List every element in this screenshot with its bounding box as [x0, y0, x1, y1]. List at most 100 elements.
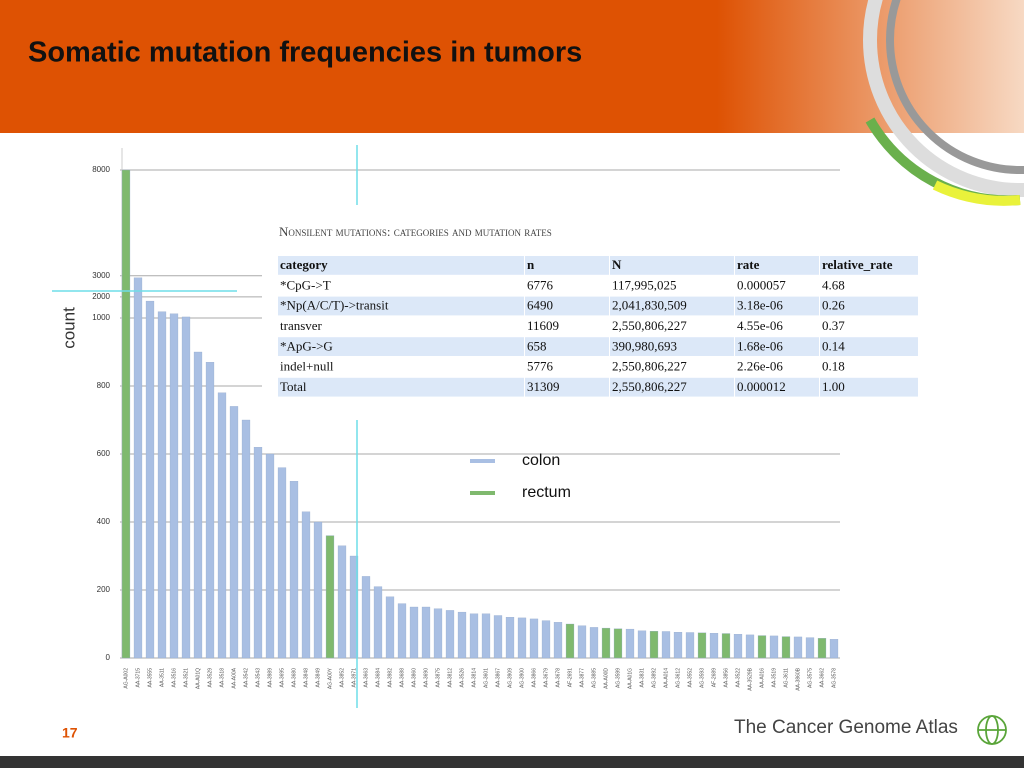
- bar: [457, 611, 467, 659]
- table-cell: [278, 256, 524, 275]
- table-header: category: [280, 257, 328, 272]
- bar: [181, 316, 191, 659]
- x-tick-label: AA-3529: [207, 668, 213, 688]
- x-tick-label: AA-3814: [471, 668, 477, 688]
- bar: [265, 453, 275, 659]
- y-tick-label: 800: [97, 381, 111, 390]
- table-cell-text: 0.000057: [737, 277, 786, 292]
- x-tick-label: AA-3678: [555, 668, 561, 688]
- bar: [637, 630, 647, 659]
- x-tick-label: AF-2689: [711, 668, 717, 687]
- x-tick-label: AF-2691: [567, 668, 573, 687]
- x-tick-label: AA-3695: [279, 668, 285, 688]
- table-cell-text: 0.37: [822, 318, 845, 333]
- x-tick-label: AA-3511: [159, 668, 165, 687]
- circos-graphic: [863, 0, 1024, 206]
- table: Nonsilent mutations: categories and muta…: [262, 212, 927, 402]
- bar: [793, 636, 803, 659]
- bar: [805, 637, 815, 659]
- table-cell-text: 0.000012: [737, 379, 786, 394]
- bar: [757, 635, 767, 659]
- x-tick-label: AA-3662: [819, 668, 825, 688]
- bar: [145, 300, 155, 659]
- x-tick-label: AA-A016: [759, 668, 765, 688]
- x-tick-label: AG-3612: [675, 668, 681, 688]
- bar: [577, 625, 587, 659]
- table-cell: [735, 337, 819, 356]
- table-cell: [610, 256, 734, 275]
- bar: [697, 632, 707, 659]
- table-cell: [610, 377, 734, 397]
- table-cell: [820, 296, 918, 316]
- x-tick-label: AA-3552: [687, 668, 693, 688]
- bar: [469, 613, 479, 659]
- table-cell-text: indel+null: [280, 359, 334, 374]
- bar: [193, 351, 203, 659]
- table-cell: [278, 296, 524, 316]
- x-tick-label: AA-3688: [399, 668, 405, 688]
- bar: [121, 169, 131, 659]
- y-tick-label: 1000: [92, 313, 110, 322]
- bar: [445, 610, 455, 659]
- page-number: 17: [62, 725, 78, 741]
- bar: [157, 311, 167, 659]
- x-tick-label: AA-3875: [435, 668, 441, 688]
- table-cell-text: 658: [527, 338, 547, 353]
- bar: [253, 447, 263, 659]
- x-tick-label: AG-3593: [699, 668, 705, 688]
- x-tick-label: AA-3542: [243, 668, 249, 688]
- x-tick-label: AG-3900: [519, 668, 525, 688]
- y-tick-label: 3000: [92, 271, 110, 280]
- bar: [817, 638, 827, 659]
- x-tick-label: AA-3663: [363, 668, 369, 688]
- bar: [301, 511, 311, 659]
- bar: [601, 627, 611, 659]
- table-cell: [820, 377, 918, 397]
- table-cell: [525, 337, 609, 356]
- y-tick-label: 200: [97, 585, 111, 594]
- x-tick-label: AG-3885: [591, 668, 597, 688]
- bar: [505, 617, 515, 659]
- bar: [133, 277, 143, 659]
- table-cell: [278, 377, 524, 397]
- bar: [433, 608, 443, 659]
- x-tick-label: AG-A00Y: [327, 667, 333, 689]
- x-tick-label: AG-3909: [507, 668, 513, 688]
- bar: [217, 392, 227, 659]
- bar: [745, 634, 755, 659]
- table-cell-text: 1.00: [822, 379, 845, 394]
- table-cell: [735, 256, 819, 275]
- table-cell-text: 11609: [527, 318, 559, 333]
- bar: [541, 620, 551, 659]
- bar: [421, 606, 431, 659]
- y-tick-label: 400: [97, 517, 111, 526]
- x-tick-label: AA-3877: [579, 668, 585, 688]
- table-cell-text: 5776: [527, 359, 554, 374]
- bar: [613, 628, 623, 659]
- x-tick-label: AA-A014: [663, 668, 669, 688]
- table-cell-text: *Np(A/C/T)->transit: [280, 298, 389, 313]
- x-tick-label: AG-3575: [807, 668, 813, 688]
- x-tick-label: AA-A01G: [627, 668, 633, 689]
- x-tick-label: AA-3848: [303, 668, 309, 688]
- table-cell: [610, 337, 734, 356]
- table-cell: [525, 256, 609, 275]
- header-band: [0, 0, 1024, 133]
- bar: [565, 623, 575, 659]
- x-tick-label: AG-A002: [123, 668, 129, 689]
- table-cell-text: 3.18e-06: [737, 298, 783, 313]
- bar: [241, 419, 251, 659]
- table-cell-text: *CpG->T: [280, 277, 331, 292]
- bar: [781, 636, 791, 659]
- table-cell: [820, 256, 918, 275]
- bar: [673, 632, 683, 659]
- x-tick-label: AA-3518: [219, 668, 225, 688]
- table-cell-text: 6776: [527, 277, 554, 292]
- bar: [649, 630, 659, 659]
- slide-title: Somatic mutation frequencies in tumors: [28, 37, 582, 69]
- bar: [337, 545, 347, 659]
- table-cell: [735, 296, 819, 316]
- bar: [385, 596, 395, 659]
- bar: [661, 631, 671, 659]
